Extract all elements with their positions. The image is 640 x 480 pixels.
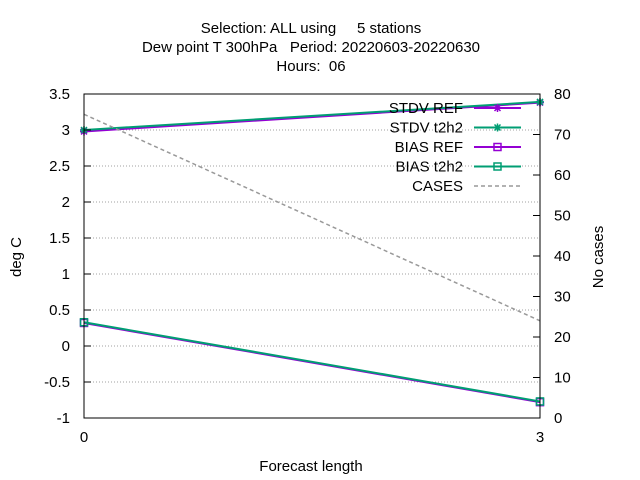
y-tick-label: 1.5: [49, 230, 70, 247]
y-tick-label: 0.5: [49, 302, 70, 319]
series-line-bias-t2h2: [83, 321, 541, 403]
plot-area-border: [83, 93, 541, 419]
y2-tick-label: 60: [554, 167, 571, 184]
legend-label-bias-t2h2: BIAS t2h2: [395, 159, 463, 176]
chart-title: Selection: ALL using 5 stations Dew poin…: [142, 20, 480, 75]
y-tick-label: 1: [62, 266, 70, 283]
y-axis-label: deg C: [8, 237, 25, 277]
y-axis-tick-labels: -1 -0.5 0 0.5 1 1.5 2 2.5 3 3.5: [44, 86, 70, 427]
y-tick-label: -0.5: [44, 374, 70, 391]
grid-lines: [84, 129, 540, 383]
y-tick-label: 2.5: [49, 158, 70, 175]
y2-axis-label: No cases: [590, 226, 607, 289]
y2-tick-label: 30: [554, 289, 571, 306]
y2-axis-tick-labels: 0 10 20 30 40 50 60 70 80: [554, 86, 571, 427]
series-stdv-t2h2: [80, 97, 544, 134]
legend-marker-bias-t2h2: [493, 162, 502, 171]
legend-label-stdv-t2h2: STDV t2h2: [390, 120, 463, 137]
y2-tick-label: 80: [554, 86, 571, 103]
series-cases: [83, 113, 541, 322]
y-tick-label: -1: [57, 410, 70, 427]
series-line-stdv-t2h2: [83, 100, 541, 131]
legend-marker-stdv-t2h2: [493, 123, 502, 132]
y-tick-label: 2: [62, 194, 70, 211]
y2-tick-label: 20: [554, 329, 571, 346]
y2-tick-label: 50: [554, 208, 571, 225]
title-line-1: Selection: ALL using 5 stations: [201, 20, 421, 37]
series-line-cases: [83, 113, 541, 322]
y2-tick-label: 70: [554, 127, 571, 144]
series-bias-t2h2: [79, 317, 545, 406]
x-tick-label: 3: [536, 429, 544, 446]
y2-tick-label: 10: [554, 370, 571, 387]
axis-ticks: [83, 93, 541, 419]
y-tick-label: 0: [62, 338, 70, 355]
legend-label-bias-ref: BIAS REF: [395, 139, 463, 156]
legend-label-stdv-ref: STDV REF: [389, 100, 463, 117]
series-layer: [79, 97, 545, 407]
y-tick-label: 3: [62, 122, 70, 139]
legend-label-cases: CASES: [412, 178, 463, 195]
title-line-3: Hours: 06: [276, 58, 345, 75]
x-axis-label: Forecast length: [259, 458, 362, 475]
y2-tick-label: 0: [554, 410, 562, 427]
y2-tick-label: 40: [554, 248, 571, 265]
legend-marker-bias-ref: [493, 142, 502, 152]
legend-marker-stdv-ref: [493, 104, 502, 112]
title-line-2: Dew point T 300hPa Period: 20220603-2022…: [142, 39, 480, 56]
y-tick-label: 3.5: [49, 86, 70, 103]
x-tick-label: 0: [80, 429, 88, 446]
legend: STDV REF STDV t2h2 BIAS REF BIAS t2h2 CASES: [389, 100, 521, 195]
